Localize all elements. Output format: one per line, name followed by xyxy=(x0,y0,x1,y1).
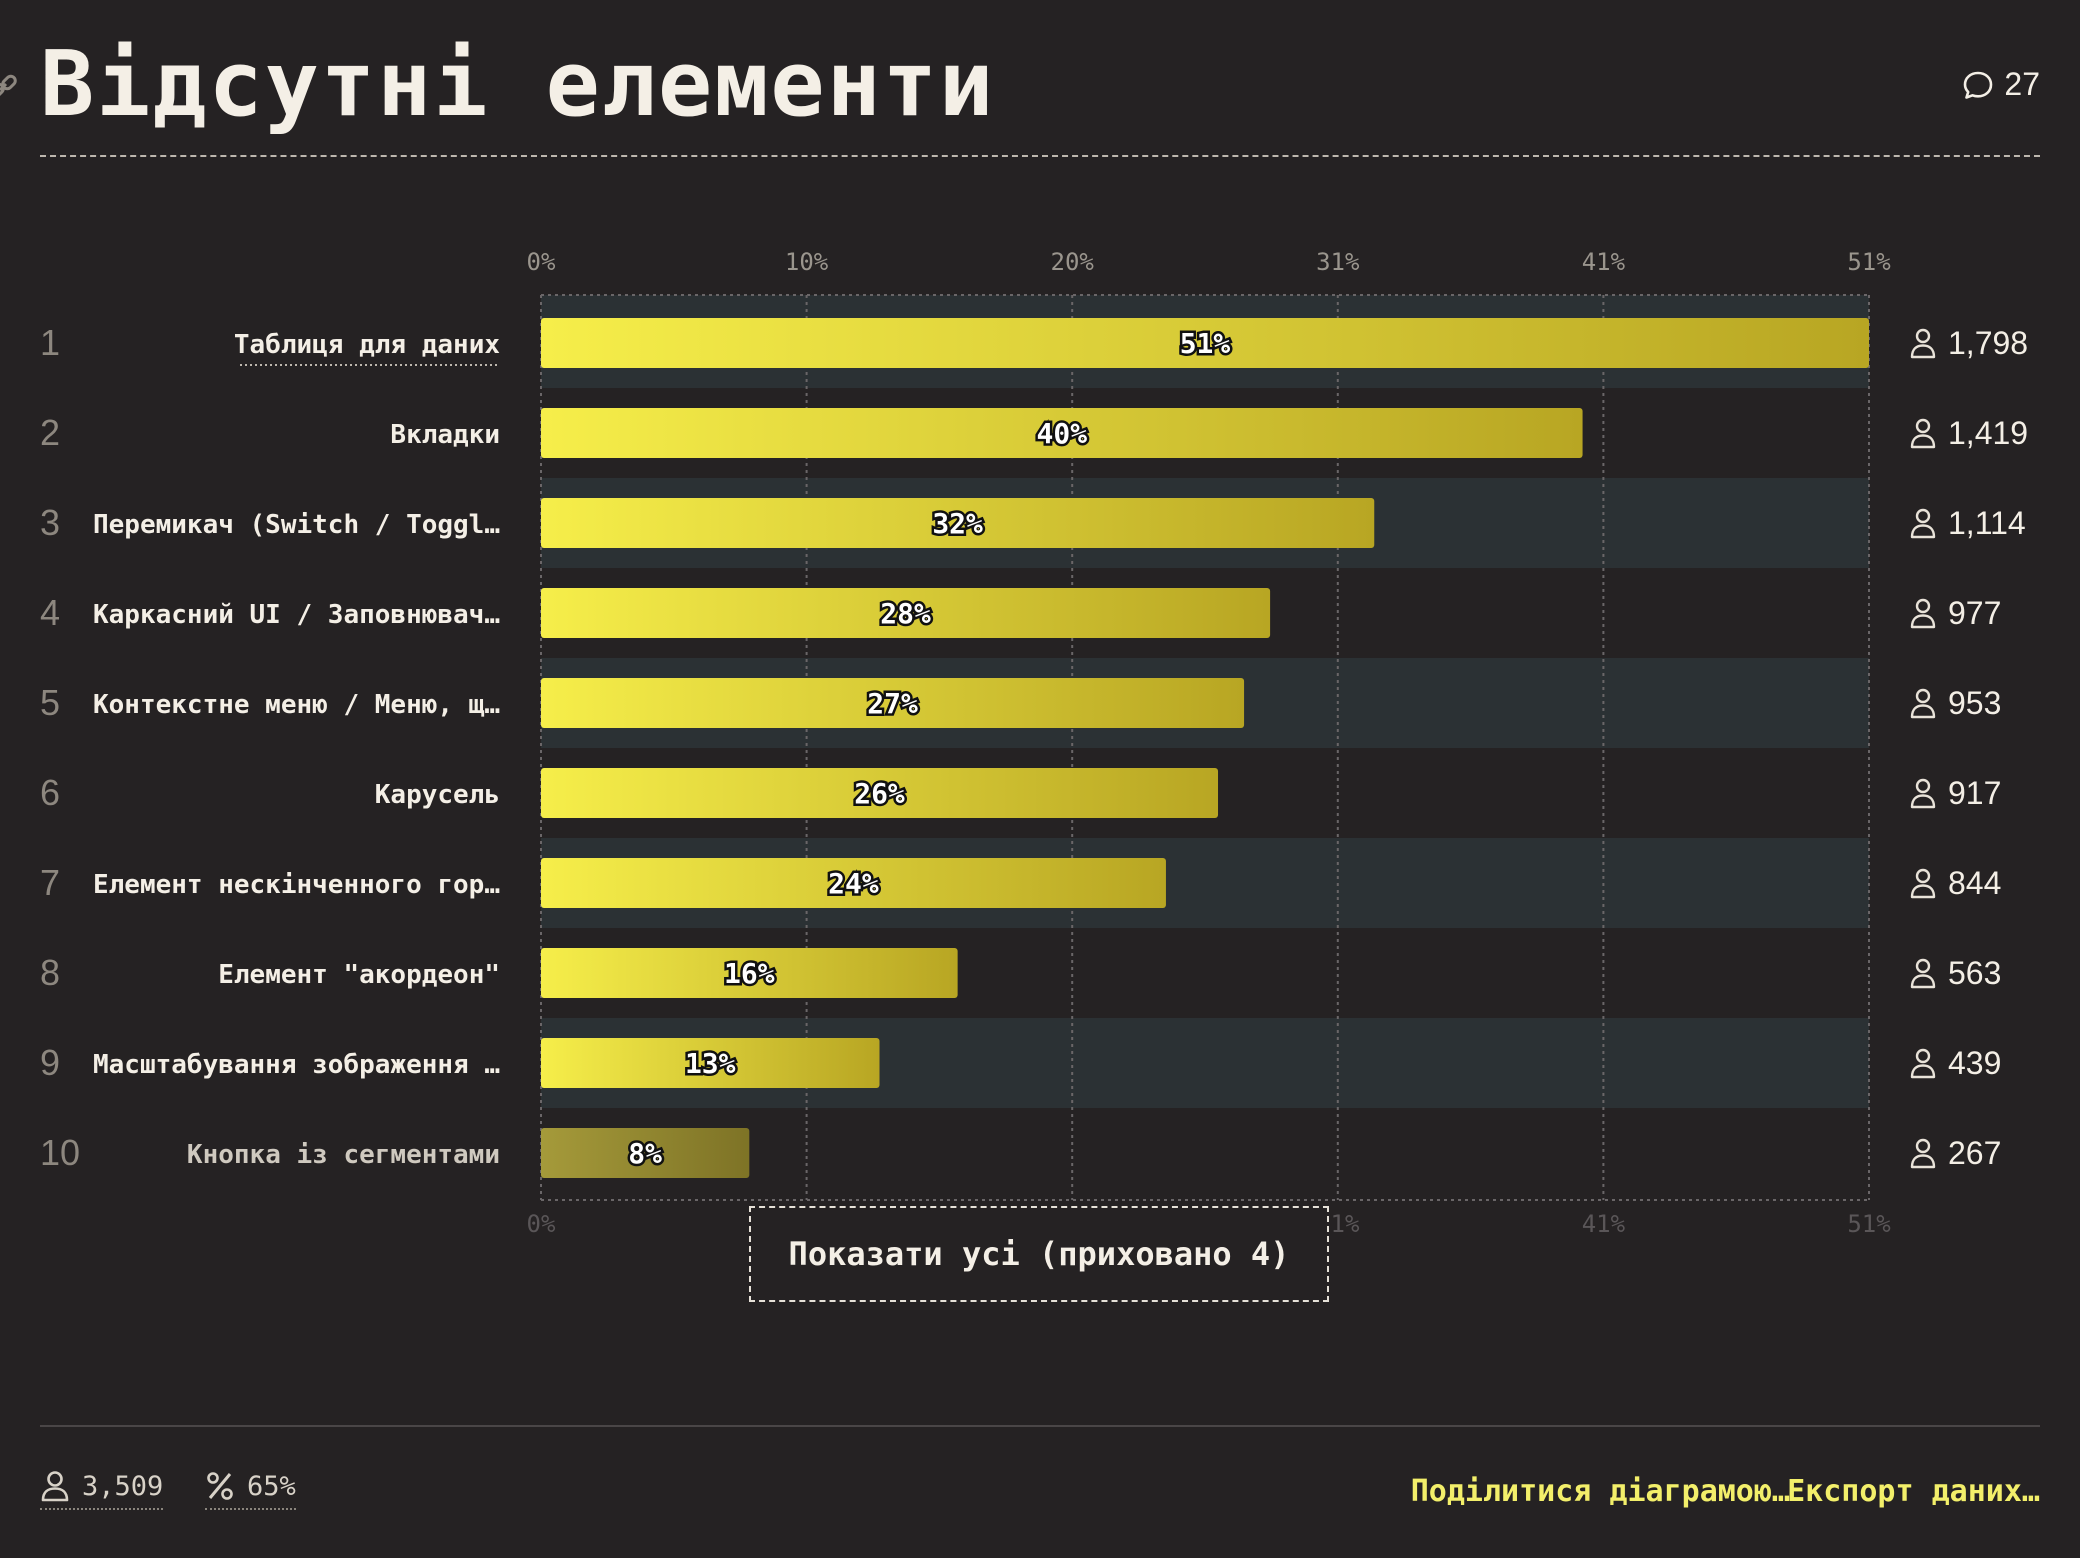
x-tick-label-top: 51% xyxy=(1847,248,1891,276)
bar[interactable] xyxy=(541,408,1583,458)
bar[interactable] xyxy=(541,948,958,998)
rank-label: 3 xyxy=(40,502,60,543)
rank-label: 4 xyxy=(40,592,60,633)
user-icon-body xyxy=(1910,704,1936,719)
bar[interactable] xyxy=(541,1128,750,1178)
respondent-count: 439 xyxy=(1948,1045,2001,1081)
category-label[interactable]: Таблиця для даних xyxy=(234,330,500,360)
link-icon[interactable] xyxy=(0,70,20,104)
page-title: Відсутні елементи xyxy=(40,32,996,137)
x-tick-label-top: 0% xyxy=(527,248,556,276)
share-chart-link[interactable]: Поділитися діаграмою… xyxy=(1410,1474,1790,1509)
rank-label: 2 xyxy=(40,412,60,453)
category-label[interactable]: Перемикач (Switch / Toggl… xyxy=(93,510,500,540)
rank-label: 10 xyxy=(40,1132,80,1173)
bar[interactable] xyxy=(541,588,1271,638)
category-label[interactable]: Карусель xyxy=(375,780,500,810)
user-icon-body xyxy=(1910,974,1936,989)
category-label[interactable]: Каркасний UI / Заповнювач… xyxy=(93,600,500,630)
rank-label: 8 xyxy=(40,952,60,993)
user-icon xyxy=(1910,778,1936,809)
x-tick-label-top: 31% xyxy=(1316,248,1360,276)
plot-top-band xyxy=(541,295,1869,298)
user-icon-head xyxy=(1915,778,1931,794)
comments-counter[interactable]: 27 xyxy=(1962,66,2040,103)
user-icon-head xyxy=(1915,418,1931,434)
x-tick-label-bottom: 0% xyxy=(527,1210,556,1238)
footer-divider xyxy=(40,1425,2040,1427)
bar[interactable] xyxy=(541,678,1245,728)
user-icon-head xyxy=(1915,508,1931,524)
respondent-count: 563 xyxy=(1948,955,2001,991)
user-icon xyxy=(1910,328,1936,359)
user-icon-body xyxy=(1910,794,1936,809)
user-icon xyxy=(1910,418,1936,449)
user-icon-body xyxy=(1910,1064,1936,1079)
x-tick-label-top: 41% xyxy=(1582,248,1626,276)
respondent-count: 1,798 xyxy=(1948,325,2028,361)
respondent-count: 917 xyxy=(1948,775,2001,811)
percent-stat[interactable]: 65% xyxy=(205,1470,296,1510)
comment-icon xyxy=(1964,71,1993,99)
user-icon xyxy=(1910,508,1936,539)
user-icon-head xyxy=(1915,328,1931,344)
user-icon-body xyxy=(1910,614,1936,629)
user-icon-head xyxy=(1915,1138,1931,1154)
category-label[interactable]: Кнопка із сегментами xyxy=(187,1140,500,1170)
export-data-link[interactable]: Експорт даних… xyxy=(1787,1474,2040,1509)
respondents-count: 3,509 xyxy=(82,1470,164,1502)
rank-label: 1 xyxy=(40,322,60,363)
rank-label: 9 xyxy=(40,1042,60,1083)
user-icon-body xyxy=(1910,434,1936,449)
percent-icon xyxy=(207,1472,233,1500)
category-label[interactable]: Вкладки xyxy=(390,420,500,450)
category-label[interactable]: Контекстне меню / Меню, щ… xyxy=(93,690,500,720)
bar[interactable] xyxy=(541,768,1219,818)
category-label[interactable]: Масштабування зображення … xyxy=(93,1050,500,1080)
user-icon-body xyxy=(1910,524,1936,539)
x-tick-label-top: 20% xyxy=(1051,248,1095,276)
user-icon-body xyxy=(1910,884,1936,899)
category-label[interactable]: Елемент нескінченного гор… xyxy=(93,870,500,900)
respondent-count: 844 xyxy=(1948,865,2001,901)
user-icon xyxy=(1910,1138,1936,1169)
respondent-count: 977 xyxy=(1948,595,2001,631)
user-icon-head xyxy=(1915,1048,1931,1064)
user-icon xyxy=(1910,1048,1936,1079)
respondent-count: 1,114 xyxy=(1948,505,2026,541)
comments-count: 27 xyxy=(2004,66,2040,102)
percent-value: 65% xyxy=(247,1470,296,1502)
user-icon xyxy=(1910,868,1936,899)
x-tick-label-top: 10% xyxy=(785,248,829,276)
user-icon xyxy=(1910,958,1936,989)
user-icon-body xyxy=(1910,344,1936,359)
user-icon xyxy=(41,1471,69,1502)
respondent-count: 1,419 xyxy=(1948,415,2028,451)
rank-label: 7 xyxy=(40,862,60,903)
header-divider xyxy=(40,155,2040,157)
x-tick-label-bottom: 51% xyxy=(1847,1210,1891,1238)
respondent-count: 953 xyxy=(1948,685,2001,721)
user-icon xyxy=(1910,598,1936,629)
bar[interactable] xyxy=(541,498,1375,548)
rank-label: 6 xyxy=(40,772,60,813)
user-icon xyxy=(1910,688,1936,719)
rank-label: 5 xyxy=(40,682,60,723)
respondent-count: 267 xyxy=(1948,1135,2001,1171)
user-icon-head xyxy=(1915,598,1931,614)
user-icon-head xyxy=(1915,958,1931,974)
bar[interactable] xyxy=(541,318,1869,368)
bar[interactable] xyxy=(541,858,1166,908)
user-icon-body xyxy=(1910,1154,1936,1169)
user-icon-head xyxy=(1915,688,1931,704)
category-label[interactable]: Елемент "акордеон" xyxy=(218,960,500,990)
bar[interactable] xyxy=(541,1038,880,1088)
user-icon-head xyxy=(1915,868,1931,884)
x-tick-label-bottom: 41% xyxy=(1582,1210,1626,1238)
respondents-stat[interactable]: 3,509 xyxy=(40,1470,164,1510)
show-all-button[interactable]: Показати усі (приховано 4) xyxy=(749,1206,1329,1302)
